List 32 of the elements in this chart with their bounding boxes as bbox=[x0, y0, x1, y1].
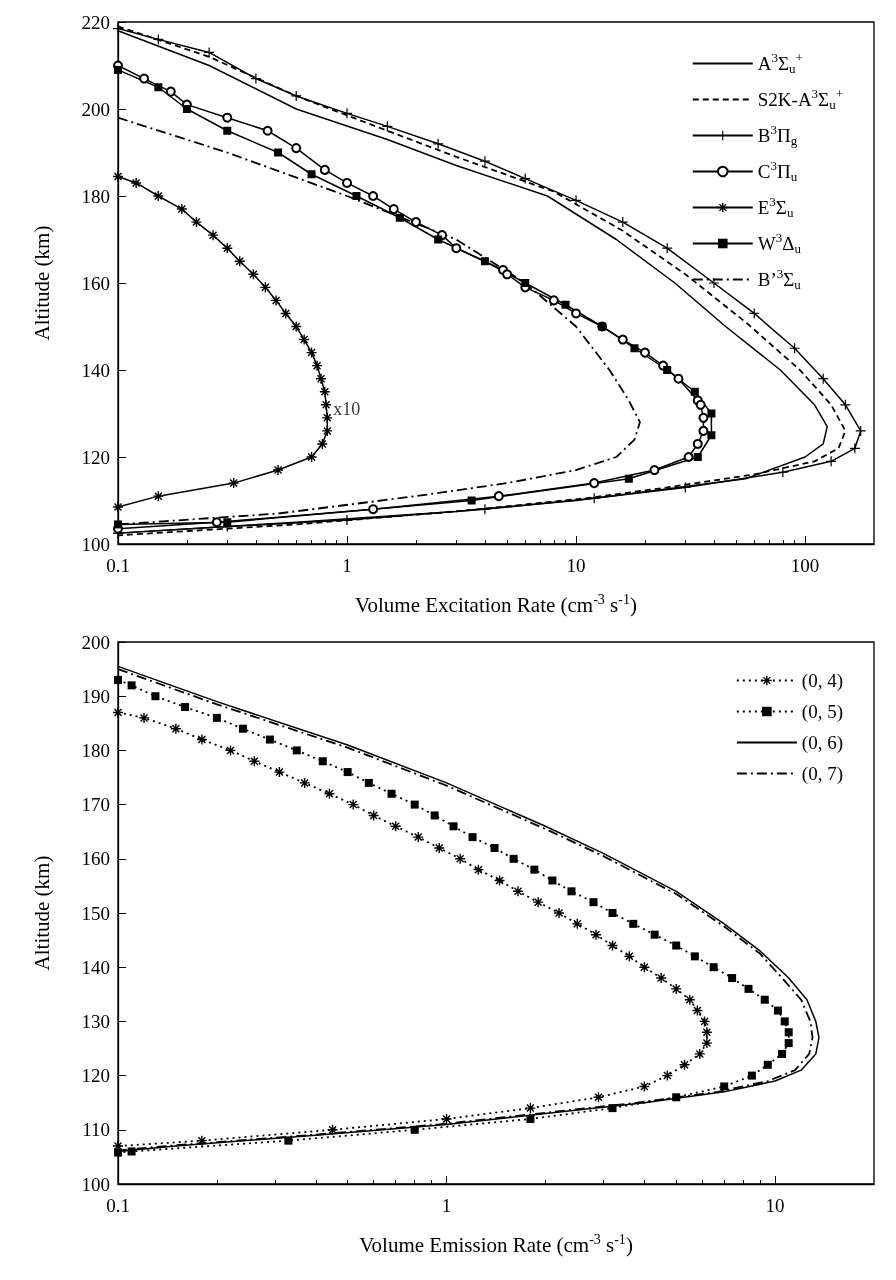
y-tick-label: 140 bbox=[81, 359, 110, 381]
x-tick-label: 0.1 bbox=[106, 555, 130, 576]
legend-label: (0, 4) bbox=[801, 670, 843, 692]
x-tick-label: 10 bbox=[566, 555, 586, 576]
y-tick-label: 160 bbox=[81, 272, 110, 294]
y-tick-label: 180 bbox=[81, 185, 110, 207]
annotation: x10 bbox=[333, 399, 361, 420]
legend-label: (0, 5) bbox=[801, 701, 843, 723]
y-axis-title: Altitude (km) bbox=[29, 225, 54, 341]
x-tick-label: 0.1 bbox=[106, 1195, 130, 1216]
y-tick-label: 190 bbox=[81, 685, 110, 707]
y-tick-label: 170 bbox=[81, 794, 110, 816]
x-tick-label: 1 bbox=[342, 555, 352, 576]
y-tick-label: 110 bbox=[82, 1119, 110, 1141]
y-tick-label: 200 bbox=[81, 98, 110, 120]
y-tick-label: 220 bbox=[81, 11, 110, 33]
y-tick-label: 100 bbox=[81, 1173, 110, 1195]
x-tick-label: 100 bbox=[790, 555, 820, 576]
y-tick-label: 120 bbox=[81, 1065, 110, 1087]
y-axis-title: Altitude (km) bbox=[29, 855, 54, 971]
y-tick-label: 120 bbox=[81, 446, 110, 468]
y-tick-label: 180 bbox=[81, 739, 110, 761]
y-tick-label: 130 bbox=[81, 1010, 110, 1032]
x-tick-label: 10 bbox=[765, 1195, 785, 1216]
legend-label: (0, 7) bbox=[801, 763, 843, 785]
y-tick-label: 140 bbox=[81, 956, 110, 978]
x-tick-label: 1 bbox=[441, 1195, 452, 1216]
y-tick-label: 150 bbox=[81, 902, 110, 924]
legend-label: (0, 6) bbox=[801, 732, 843, 754]
y-tick-label: 100 bbox=[81, 533, 110, 555]
y-tick-label: 160 bbox=[81, 848, 110, 870]
y-tick-label: 200 bbox=[81, 631, 110, 653]
